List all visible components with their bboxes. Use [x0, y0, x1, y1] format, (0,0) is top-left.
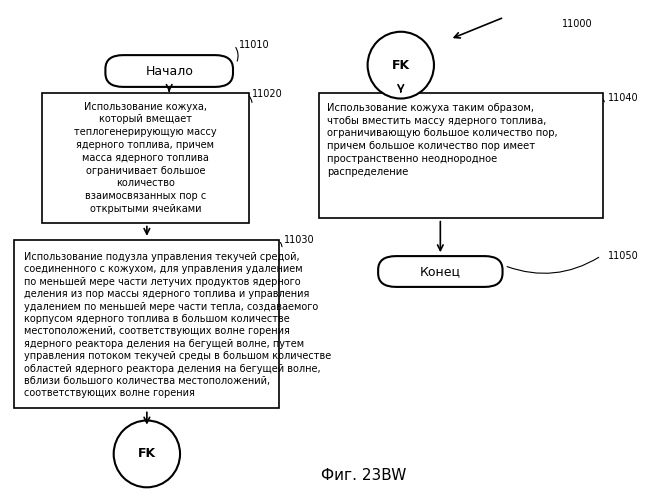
Text: Использование подузла управления текучей средой,
соединенного с кожухом, для упр: Использование подузла управления текучей… [23, 252, 331, 398]
Text: 11050: 11050 [607, 251, 638, 261]
Bar [14, 240, 279, 408]
Text: 11020: 11020 [252, 89, 283, 99]
Text: FK: FK [138, 448, 156, 461]
Text: Использование кожуха таким образом,
чтобы вместить массу ядерного топлива,
огран: Использование кожуха таким образом, чтоб… [327, 103, 557, 177]
Ellipse shape [368, 32, 434, 98]
Text: FK: FK [392, 59, 410, 72]
Ellipse shape [114, 421, 180, 488]
Bar [319, 93, 603, 218]
Text: Фиг. 23BW: Фиг. 23BW [321, 468, 406, 483]
Text: Использование кожуха,
который вмещает
теплогенерирующую массу
ядерного топлива, : Использование кожуха, который вмещает те… [74, 102, 217, 214]
Text: Конец: Конец [420, 265, 461, 278]
Text: Начало: Начало [145, 64, 193, 77]
Bar [42, 93, 249, 223]
Text: 11040: 11040 [607, 93, 638, 103]
FancyBboxPatch shape [378, 256, 503, 287]
FancyBboxPatch shape [105, 55, 233, 87]
Text: 11030: 11030 [284, 235, 314, 245]
Text: 11000: 11000 [562, 18, 592, 28]
Text: 11010: 11010 [240, 40, 270, 50]
